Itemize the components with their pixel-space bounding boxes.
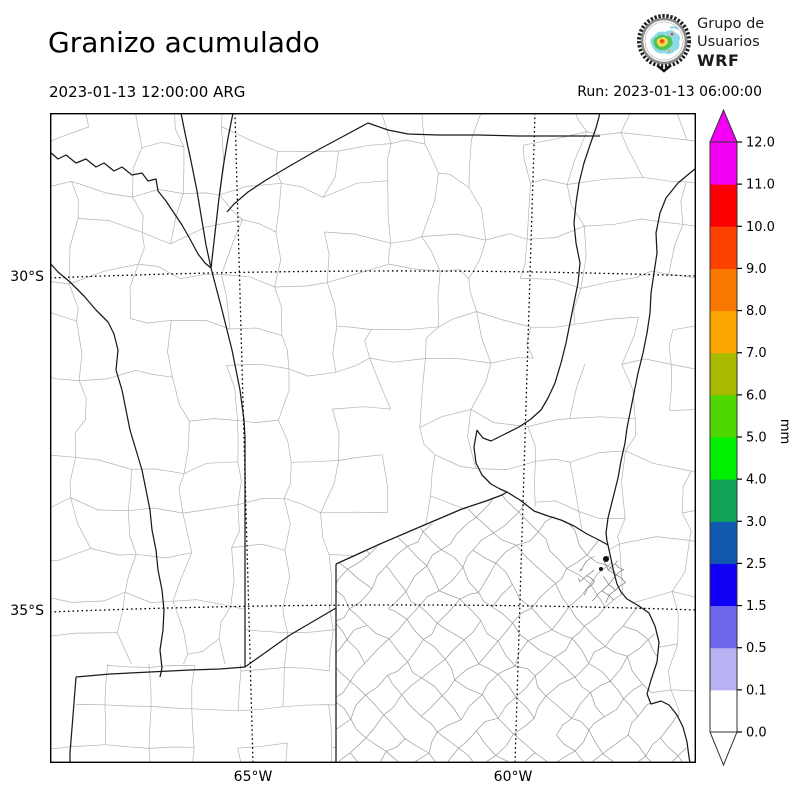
colorbar-tick-label: 10.0 <box>746 220 775 235</box>
colorbar: 0.0 0.1 0.5 1.5 2.5 3.0 4.0 5.0 6.0 7.0 8.0 9.0 10.0… <box>709 108 775 767</box>
wrf-users-group-logo: Grupo de Usuarios WRF <box>634 10 794 76</box>
colorbar-tick-label: 2.5 <box>746 557 767 572</box>
colorbar-tick-label: 12.0 <box>746 136 775 151</box>
map-background <box>50 113 696 763</box>
colorbar-segment <box>710 479 737 522</box>
colorbar-tick-label: 6.0 <box>746 388 767 403</box>
gridline-30s <box>49 270 697 279</box>
province-boundaries <box>49 112 697 764</box>
colorbar-segment <box>710 689 737 733</box>
run-time-label: Run: 2023-01-13 06:00:00 <box>577 84 762 100</box>
logo-text: Grupo de Usuarios WRF <box>697 16 764 71</box>
lon-tick-label-65w: 65°W <box>233 769 273 785</box>
colorbar-tick-label: 0.1 <box>746 683 767 698</box>
colorbar-tick-label: 3.0 <box>746 515 767 530</box>
colorbar-tick-label: 11.0 <box>746 178 775 193</box>
logo-line-1: Grupo de <box>697 16 765 32</box>
colorbar-segment <box>710 563 737 607</box>
logo-line-2: Usuarios <box>697 33 760 50</box>
colorbar-segment <box>710 352 737 396</box>
plot-title: Granizo acumulado <box>48 26 320 59</box>
valid-time-label: 2023-01-13 12:00:00 ARG <box>49 83 246 101</box>
colorbar-tick-label: 1.5 <box>746 599 767 614</box>
lapampa-grid-mesh <box>76 606 336 763</box>
colorbar-tick-label: 0.5 <box>746 641 767 656</box>
colorbar-segment <box>710 268 737 312</box>
lon-tick-label-60w: 60°W <box>493 769 533 785</box>
colorbar-segment <box>710 521 737 564</box>
amba-blob <box>599 567 603 571</box>
colorbar-unit-label: mm <box>777 418 793 445</box>
colorbar-tick-label: 7.0 <box>746 346 767 361</box>
colorbar-segment <box>710 647 737 691</box>
colorbar-segment <box>710 437 737 480</box>
colorbar-over-arrow <box>709 108 738 143</box>
colorbar-segment <box>710 394 737 438</box>
colorbar-segment <box>710 605 737 649</box>
gridline-35s <box>49 604 697 613</box>
amba-blob <box>603 556 609 562</box>
logo-seal-icon <box>637 14 691 73</box>
map-frame <box>49 112 696 763</box>
colorbar-tick-label: 8.0 <box>746 304 767 319</box>
colorbar-tick-label: 4.0 <box>746 473 767 488</box>
logo-line-3: WRF <box>697 51 740 71</box>
colorbar-under-arrow <box>709 731 738 767</box>
gridline-65w <box>234 112 254 764</box>
colorbar-segment <box>710 184 737 227</box>
colorbar-tick-label: 9.0 <box>746 262 767 277</box>
map-canvas <box>17 79 792 800</box>
colorbar-segment <box>710 142 737 185</box>
lat-tick-label-30s: 30°S <box>10 269 44 285</box>
lat-tick-label-35s: 35°S <box>10 603 44 619</box>
colorbar-segment <box>710 226 737 269</box>
colorbar-segment <box>710 310 737 354</box>
map-area <box>17 79 792 800</box>
colorbar-tick-label: 5.0 <box>746 431 767 446</box>
gridline-60w <box>514 112 536 764</box>
colorbar-tick-label: 0.0 <box>746 726 767 741</box>
